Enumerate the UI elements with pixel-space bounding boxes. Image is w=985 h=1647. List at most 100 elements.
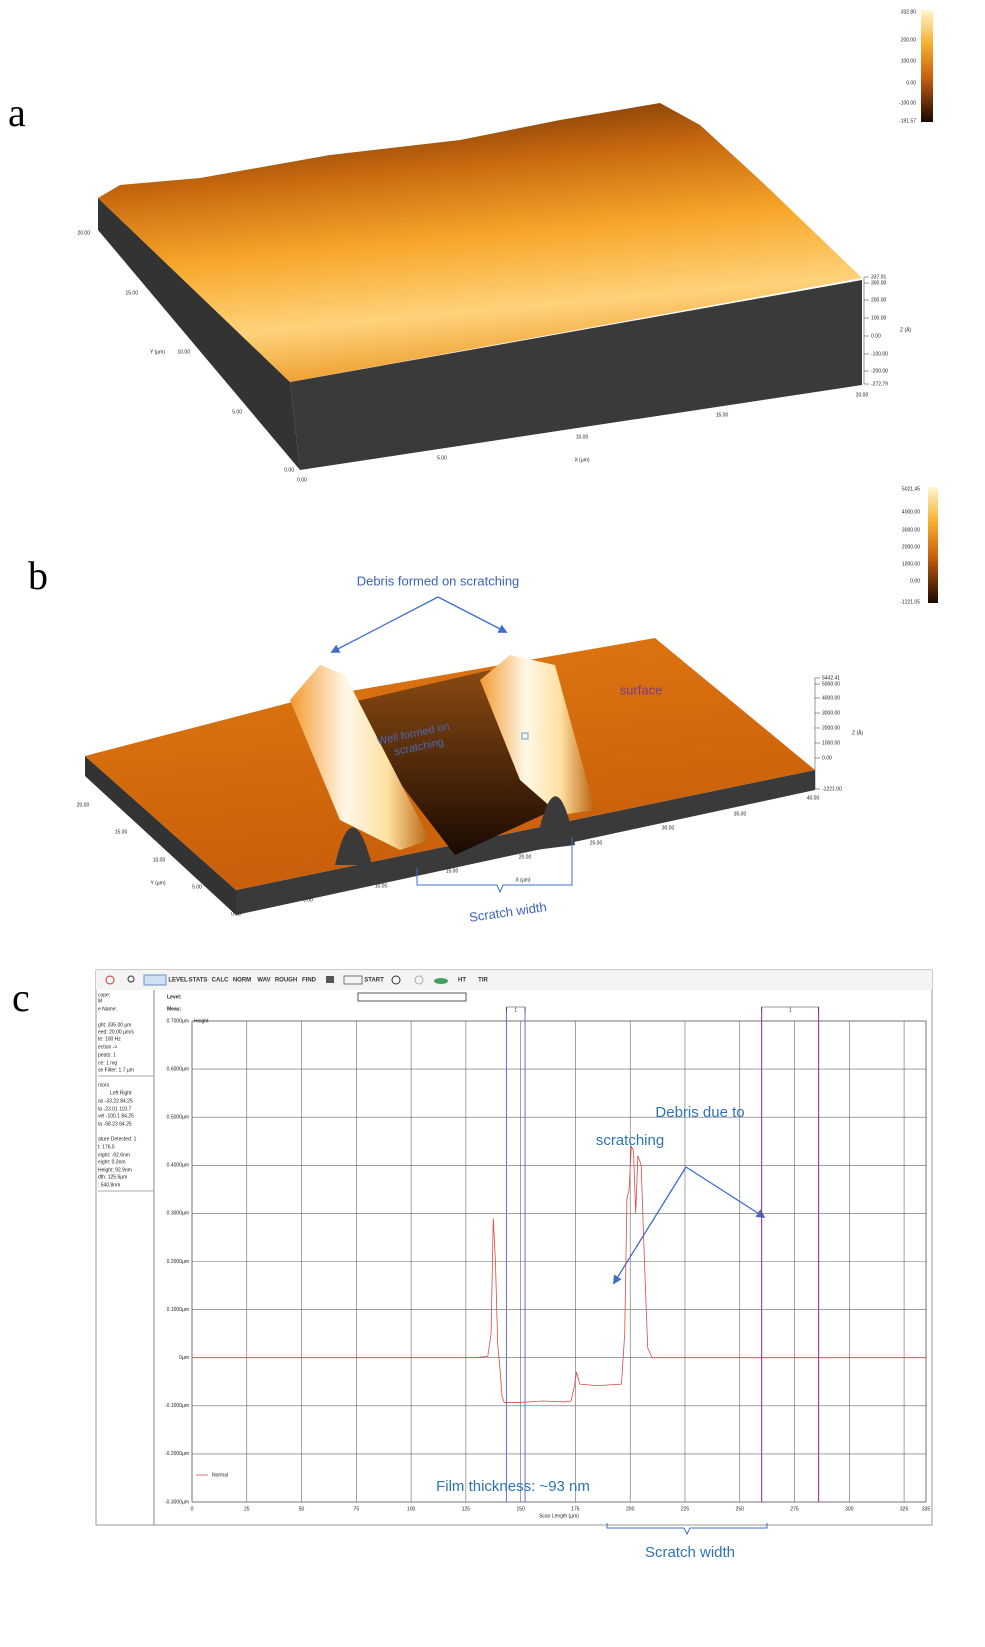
level-box <box>358 993 466 1001</box>
field-label: Level: <box>167 994 182 1000</box>
icon[interactable] <box>144 975 166 985</box>
axis-label: -1221.00 <box>822 786 842 792</box>
toolbar-button[interactable]: HT <box>458 978 466 984</box>
field-label: Meas: <box>167 1006 182 1012</box>
surface-b <box>85 487 938 915</box>
axis-label: 0.00 <box>231 911 241 917</box>
axis-label: 4000.00 <box>822 695 840 701</box>
cursor-label: 1 <box>514 1007 517 1013</box>
legend-label: Normal <box>212 1472 228 1478</box>
colorbar <box>921 10 933 122</box>
y-tick-label: 0.3000µm <box>167 1211 189 1217</box>
colorbar-tick: 1000.00 <box>902 561 920 567</box>
colorbar-tick: -1221.05 <box>900 599 920 605</box>
axis-label: 15.00 <box>716 412 729 418</box>
toolbar-button[interactable]: NORM <box>233 978 251 984</box>
arrow <box>438 597 506 632</box>
surface-a <box>98 10 933 470</box>
colorbar-tick: 332.80 <box>901 9 917 15</box>
axis-label: 10.00 <box>375 883 388 889</box>
y-tick-label: 0.7000µm <box>167 1018 189 1024</box>
x-tick-label: 200 <box>626 1506 635 1512</box>
axis-label: 10.00 <box>576 434 589 440</box>
axis-label: 2000.00 <box>822 725 840 731</box>
axis-label: 0.00 <box>297 477 307 483</box>
sidebar-text: ta -58.23 84.25 <box>98 1121 132 1127</box>
x-tick-label: 275 <box>790 1506 799 1512</box>
window-frame <box>96 970 932 1525</box>
axis-title: X (µm) <box>574 457 589 463</box>
icon[interactable] <box>434 978 448 984</box>
sidebar-text: as -33.22 84.25 <box>98 1098 133 1104</box>
axis-label: 5.00 <box>192 884 202 890</box>
axis-title: Y (µm) <box>150 349 165 355</box>
colorbar-tick: 200.00 <box>901 37 917 43</box>
colorbar-tick: 0.00 <box>910 578 920 584</box>
axis-label: 20.00 <box>77 230 90 236</box>
toolbar-button[interactable]: LEVEL <box>168 978 188 984</box>
toolbar-button[interactable]: WAV <box>257 978 270 984</box>
annotation: Film thickness: ~93 nm <box>436 1478 590 1495</box>
toolbar-button[interactable]: ROUGH <box>275 978 297 984</box>
toolbar-button[interactable]: START <box>364 978 384 984</box>
x-axis-title: Scan Length (µm) <box>539 1513 579 1519</box>
colorbar-tick: 4000.00 <box>902 509 920 515</box>
axis-label: 0.00 <box>822 755 832 761</box>
axis-label: -200.00 <box>871 368 888 374</box>
x-tick-label: 175 <box>571 1506 580 1512</box>
sidebar-text: Height: 92.9nm <box>98 1167 132 1173</box>
panel-label: b <box>28 553 48 598</box>
sidebar-text: eight: -92.6nm <box>98 1152 130 1158</box>
panel-label: c <box>12 975 30 1020</box>
axis-label: 20.00 <box>856 392 869 398</box>
axis-label: 35.00 <box>734 811 747 817</box>
x-tick-label: 25 <box>244 1506 250 1512</box>
icon[interactable] <box>326 976 334 983</box>
sidebar-text: e Name: <box>98 1006 117 1012</box>
toolbar-button[interactable]: CALC <box>212 978 229 984</box>
sidebar-text: : 540.8nm <box>98 1182 120 1188</box>
axis-label: 20.00 <box>519 854 532 860</box>
sidebar-text: Left Right <box>110 1090 132 1096</box>
sidebar-text: rsors <box>98 1082 110 1088</box>
axis-title: Z (Å) <box>852 729 863 736</box>
axis-title: Z (Å) <box>900 326 911 333</box>
axis-label: 20.00 <box>77 802 90 808</box>
sidebar-text: se Filter: 1.7 µm <box>98 1067 134 1073</box>
annotation: surface <box>620 682 663 697</box>
axis-label: 5.00 <box>232 409 242 415</box>
colorbar <box>928 487 938 603</box>
sidebar-text: eed: 20.00 µm/s <box>98 1029 134 1035</box>
window <box>96 970 932 1534</box>
y-tick-label: -0.1000µm <box>165 1403 189 1409</box>
y-tick-label: -0.2000µm <box>165 1451 189 1457</box>
x-tick-label: 300 <box>845 1506 854 1512</box>
axis-label: 300.00 <box>871 280 887 286</box>
axis-label: 0.00 <box>284 467 294 473</box>
axis-label: 1000.00 <box>822 740 840 746</box>
x-tick-label: 250 <box>736 1506 745 1512</box>
axis-label: 30.00 <box>662 825 675 831</box>
axis-label: 3000.00 <box>822 710 840 716</box>
sidebar-text: peats: 1 <box>98 1052 116 1058</box>
x-tick-label: 100 <box>407 1506 416 1512</box>
y-tick-label: 0.5000µm <box>167 1115 189 1121</box>
annotation: Scratch width <box>645 1544 735 1561</box>
axis-label: 100.00 <box>871 315 887 321</box>
colorbar-tick: 0.00 <box>906 80 916 86</box>
sidebar-text: ght: 335.00 µm <box>98 1022 131 1028</box>
annotation: Debris due to <box>655 1104 744 1121</box>
toolbar-button[interactable]: STATS <box>189 978 208 984</box>
toolbar-button[interactable]: FIND <box>302 978 317 984</box>
axis-label: 5.00 <box>437 455 447 461</box>
colorbar-tick: 3000.00 <box>902 527 920 533</box>
y-tick-label: 0µm <box>179 1355 189 1361</box>
toolbar-button[interactable]: TIR <box>478 978 488 984</box>
axis-label: 15.00 <box>446 868 459 874</box>
y-axis-title: Height <box>194 1018 209 1024</box>
x-tick-label: 75 <box>354 1506 360 1512</box>
sidebar-text: eight: 0.3nm <box>98 1159 126 1165</box>
annotation: Debris formed on scratching <box>357 573 520 588</box>
axis-label: 40.00 <box>807 795 820 801</box>
panel-label: a <box>8 90 26 135</box>
